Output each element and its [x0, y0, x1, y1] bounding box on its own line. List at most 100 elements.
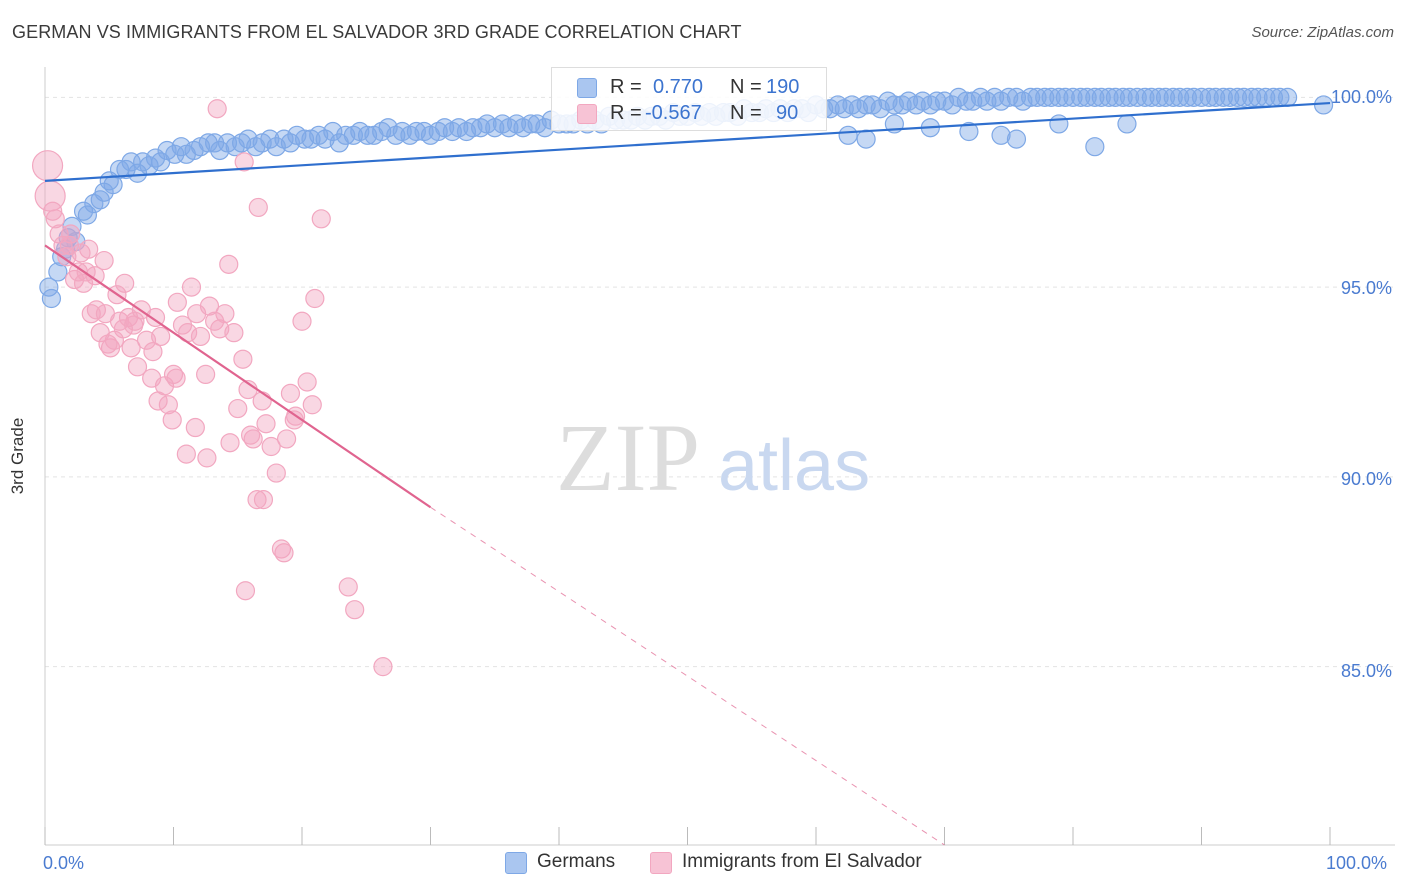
data-point [1170, 87, 1190, 107]
data-point [1099, 87, 1119, 107]
data-point [942, 95, 962, 115]
data-point [1020, 87, 1041, 107]
data-point [1177, 87, 1197, 107]
data-point [181, 277, 202, 297]
source-label: Source: ZipAtlas.com [1251, 24, 1394, 41]
data-point [224, 323, 244, 343]
data-point [199, 296, 220, 316]
data-point [73, 273, 94, 293]
data-point [234, 152, 254, 172]
data-point [148, 391, 168, 411]
trend-lines [44, 101, 1331, 846]
data-point [1227, 87, 1248, 107]
data-point [59, 235, 80, 255]
data-point [1149, 87, 1169, 107]
legend-n-label: N = [730, 76, 762, 98]
data-point [305, 288, 325, 309]
data-point [357, 125, 378, 145]
data-point [73, 201, 94, 221]
data-point [136, 330, 157, 350]
data-point [1191, 87, 1212, 107]
data-point [1055, 87, 1075, 107]
data-point [151, 326, 171, 347]
data-point [196, 364, 216, 385]
data-point [884, 95, 904, 115]
data-point [48, 262, 68, 282]
data-point [158, 395, 178, 415]
data-point [207, 99, 227, 119]
data-point [1234, 87, 1254, 107]
data-point [162, 410, 182, 430]
data-point [77, 205, 98, 225]
data-point [1220, 87, 1240, 107]
data-point [127, 357, 148, 377]
data-point [115, 273, 135, 293]
y-tick-label: 95.0% [1340, 278, 1392, 298]
data-point [39, 277, 59, 297]
data-point [256, 414, 276, 434]
data-point [220, 433, 240, 453]
data-point [238, 129, 258, 149]
legend-r-value: -0.567 [645, 102, 702, 124]
y-tick-label: 100.0% [1330, 87, 1392, 107]
data-point [43, 201, 63, 221]
data-point [71, 243, 91, 263]
legend-swatch [505, 852, 527, 874]
data-point [121, 152, 141, 172]
data-point [31, 150, 64, 182]
data-point [185, 417, 205, 438]
legend-row-germans: R = 0.770 N = 190 [552, 76, 826, 100]
data-point [1163, 87, 1183, 107]
data-point [1091, 87, 1111, 107]
data-point [81, 304, 101, 324]
trend-line [44, 244, 432, 509]
watermark-atlas: atlas [718, 426, 870, 506]
data-point [1127, 87, 1147, 107]
data-point [1135, 87, 1155, 107]
data-point [1184, 87, 1204, 107]
legend-r-label: R = [610, 102, 642, 124]
data-point [1119, 87, 1140, 107]
data-point [1141, 87, 1161, 107]
data-point [98, 334, 118, 354]
legend-r-label: R = [610, 76, 642, 98]
data-point [41, 288, 62, 309]
data-point [959, 121, 979, 142]
data-point [406, 121, 426, 142]
watermark-zip: ZIP [556, 404, 700, 511]
data-point [292, 311, 312, 331]
data-point [197, 448, 217, 468]
legend-label: Immigrants from El Salvador [682, 851, 922, 872]
data-point [53, 235, 73, 255]
x-tick-label: 0.0% [43, 853, 85, 873]
data-point [373, 657, 393, 677]
data-point [57, 247, 77, 267]
data-point [215, 304, 235, 324]
data-point [345, 600, 365, 620]
data-point [165, 144, 185, 164]
y-axis-label: 3rd Grade [8, 417, 27, 495]
chart-title: GERMAN VS IMMIGRANTS FROM EL SALVADOR 3R… [12, 22, 742, 42]
data-point [1085, 87, 1105, 107]
data-point [1117, 114, 1137, 134]
data-point [274, 543, 294, 563]
legend-n-label: N = [730, 102, 762, 124]
legend-label: Germans [537, 851, 616, 872]
data-point [1113, 87, 1133, 107]
legend-n-value: 190 [766, 76, 800, 98]
legend-n-value: 90 [776, 102, 799, 124]
data-point [219, 254, 239, 274]
trend-line-extension [430, 506, 945, 846]
data-point [856, 129, 876, 149]
data-point [266, 463, 286, 483]
data-point [1313, 95, 1334, 115]
data-point [166, 368, 186, 388]
data-point [241, 425, 261, 445]
data-point [297, 372, 317, 392]
data-point [311, 209, 331, 229]
data-point [991, 125, 1011, 145]
data-point [145, 148, 166, 168]
data-point [378, 118, 398, 138]
data-point [253, 490, 274, 510]
